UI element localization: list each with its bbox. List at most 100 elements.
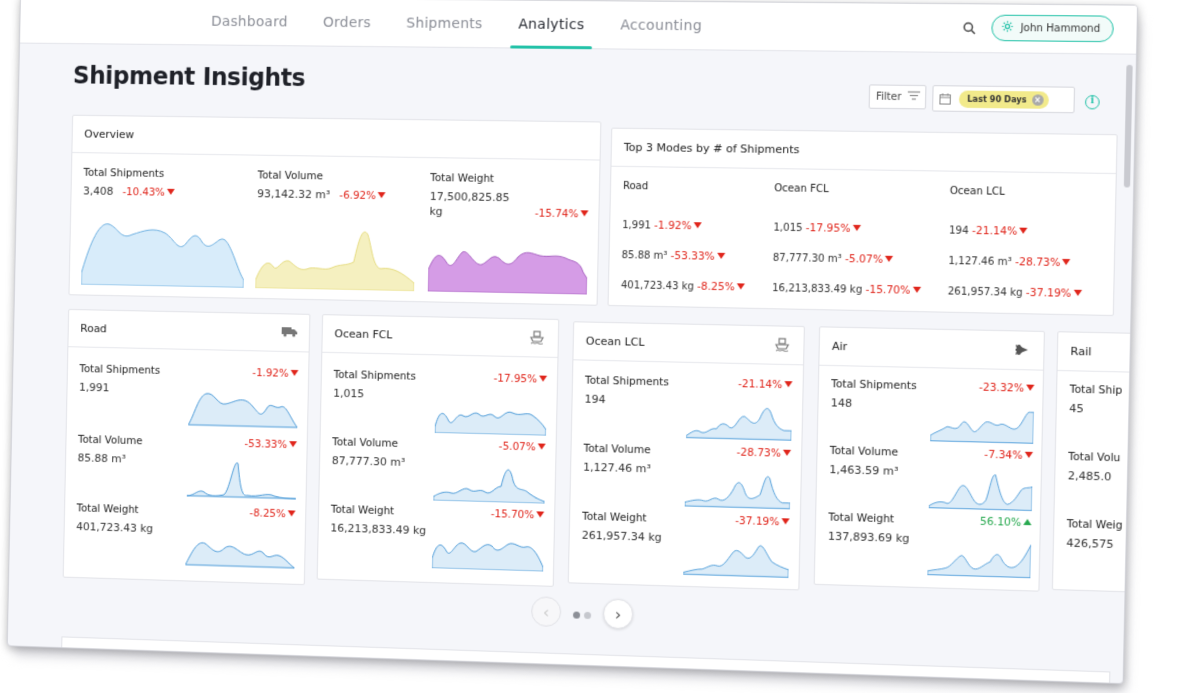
volume-sparkline: [433, 455, 545, 504]
metric-change: -15.70%: [491, 508, 545, 521]
weight-sparkline: [927, 530, 1031, 580]
volume-area-chart: [255, 215, 415, 291]
ocean-lcl-card[interactable]: Ocean LCL Total Shipments 194 -21.14% To…: [568, 321, 805, 590]
mode-volume: 87,777.30 m³ -5.07%: [773, 252, 894, 266]
weight-metric: Total Weight 401,723.43 kg -8.25%: [76, 502, 301, 539]
metric-change: -8.25%: [249, 507, 295, 520]
metric-change: -1.92%: [252, 367, 298, 380]
shipments-sparkline: [686, 393, 792, 442]
down-arrow-icon: [288, 510, 296, 516]
mode-weight: 401,723.43 kg -8.25%: [621, 279, 745, 293]
mode-weight: 261,957.34 kg -37.19%: [948, 285, 1082, 300]
metric-label: Total Shipments: [83, 167, 175, 180]
mode-name: Ocean FCL: [774, 183, 829, 195]
volume-metric: Total Volume 1,127.46 m³ -28.73%: [583, 443, 797, 480]
metric-change: -17.95%: [493, 373, 547, 386]
carousel-pager: ‹ ›: [531, 596, 634, 629]
rail-card[interactable]: Rail Total Ship 45 Total Volu 2,485.0 To…: [1052, 331, 1138, 592]
mode-card-title: Road: [80, 322, 107, 335]
clear-icon[interactable]: ×: [1032, 94, 1044, 105]
down-arrow-icon: [536, 511, 544, 517]
top-modes-card: Top 3 Modes by # of Shipments Road Ocean…: [608, 128, 1118, 316]
down-arrow-icon: [291, 370, 299, 376]
weight-area-chart: [428, 236, 588, 295]
volume-metric: Total Volume 87,777.30 m³ -5.07%: [332, 436, 552, 473]
shipments-metric: Total Shipments 1,015 -17.95%: [333, 369, 553, 405]
metric-change: -21.14%: [738, 378, 793, 391]
mode-card-title: Ocean LCL: [586, 335, 645, 349]
mode-volume: 1,127.46 m³ -28.73%: [948, 255, 1071, 269]
down-arrow-icon: [852, 225, 860, 231]
date-chip-label: Last 90 Days: [967, 94, 1027, 104]
metric-change: -15.74%: [535, 208, 589, 221]
volume-sparkline: [685, 461, 791, 510]
info-icon[interactable]: i: [1085, 95, 1100, 109]
next-button[interactable]: ›: [603, 598, 634, 629]
weight-metric: Total Weight 16,213,833.49 kg -15.70%: [330, 504, 550, 541]
filter-label: Filter: [876, 91, 902, 102]
mode-shipments: 1,991 -1.92%: [622, 219, 702, 232]
down-arrow-icon: [1026, 385, 1034, 391]
shipments-sparkline: [435, 387, 547, 436]
metric-change: -6.92%: [339, 190, 386, 203]
mode-name: Ocean LCL: [950, 186, 1005, 198]
scrollbar[interactable]: [1124, 65, 1133, 188]
weight-metric: Total Weig 426,575: [1066, 518, 1122, 551]
down-arrow-icon: [885, 256, 893, 262]
down-arrow-icon: [737, 283, 745, 289]
down-arrow-icon: [539, 376, 547, 382]
metric-change: 56.10%: [980, 516, 1032, 530]
tab-analytics[interactable]: Analytics: [500, 0, 603, 49]
weight-sparkline: [185, 521, 295, 570]
metric-change: -28.73%: [736, 446, 791, 459]
up-arrow-icon: [1023, 519, 1031, 525]
date-range-field[interactable]: Last 90 Days ×: [932, 85, 1075, 113]
shipments-metric: Total Shipments 148 -23.32%: [831, 378, 1041, 414]
volume-sparkline: [187, 452, 297, 500]
down-arrow-icon: [783, 450, 791, 456]
mode-shipments: 194 -21.14%: [949, 224, 1028, 238]
metric-label: Total Weight: [430, 172, 589, 186]
shipments-metric: Total Shipments 1,991 -1.92%: [79, 363, 304, 399]
page-dot[interactable]: [584, 611, 591, 618]
shipments-area-chart: [81, 212, 245, 288]
search-icon[interactable]: [958, 17, 979, 38]
shipments-sparkline: [188, 381, 298, 429]
weight-metric: Total Weight 137,893.69 kg 56.10%: [828, 511, 1038, 548]
down-arrow-icon: [694, 222, 702, 228]
down-arrow-icon: [1062, 259, 1070, 265]
down-arrow-icon: [1073, 290, 1081, 296]
shipments-sparkline: [930, 397, 1034, 446]
tab-accounting[interactable]: Accounting: [602, 1, 721, 50]
tab-shipments[interactable]: Shipments: [388, 0, 501, 48]
down-arrow-icon: [378, 192, 386, 198]
metric-change: -7.34%: [984, 449, 1033, 462]
overview-card: Overview Total Shipments 3,408 -10.43% T…: [68, 115, 601, 306]
metric-change: -23.32%: [979, 381, 1035, 394]
down-arrow-icon: [289, 441, 297, 447]
plane-icon: [1014, 343, 1031, 358]
mode-card-title: Air: [832, 340, 848, 353]
user-menu-button[interactable]: John Hammond: [991, 15, 1114, 43]
volume-sparkline: [929, 464, 1033, 513]
page-dots: [571, 603, 593, 623]
overview-weight: Total Weight 17,500,825.85 kg -15.74%: [429, 172, 589, 220]
page-dot[interactable]: [573, 611, 580, 618]
truck-icon: [282, 325, 298, 339]
prev-button[interactable]: ‹: [531, 596, 562, 627]
road-card[interactable]: Road Total Shipments 1,991 -1.92% Total …: [63, 309, 311, 585]
air-card[interactable]: Air Total Shipments 148 -23.32% Total Vo…: [814, 326, 1045, 591]
ocean-fcl-card[interactable]: Ocean FCL Total Shipments 1,015 -17.95% …: [317, 314, 560, 587]
date-chip: Last 90 Days ×: [959, 90, 1049, 108]
tab-dashboard[interactable]: Dashboard: [193, 0, 306, 46]
down-arrow-icon: [912, 287, 920, 293]
weight-metric: Total Weight 261,957.34 kg -37.19%: [582, 511, 796, 548]
shipments-metric: Total Ship 45: [1069, 383, 1122, 416]
filter-button[interactable]: Filter: [869, 84, 927, 109]
top-modes-title: Top 3 Modes by # of Shipments: [611, 129, 1116, 174]
tab-orders[interactable]: Orders: [305, 0, 389, 47]
down-arrow-icon: [1025, 452, 1033, 458]
overview-title: Overview: [72, 116, 600, 161]
metric-label: Total Volume: [257, 169, 386, 183]
mode-volume: 85.88 m³ -53.33%: [622, 249, 725, 263]
